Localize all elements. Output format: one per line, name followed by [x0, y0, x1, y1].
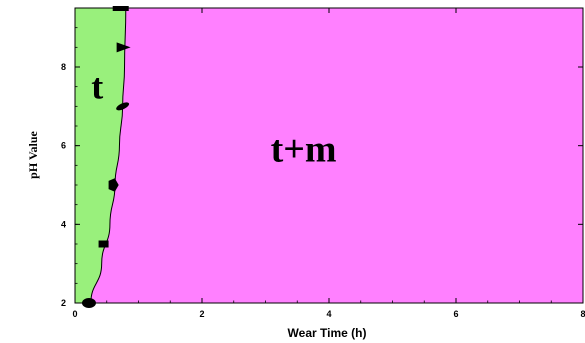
marker-ellipse-tilted	[116, 102, 130, 111]
y-tick-label: 2	[61, 298, 66, 308]
y-axis-title: pH Value	[26, 130, 40, 178]
marker-ellipse	[81, 298, 96, 308]
y-tick-label: 8	[61, 62, 66, 72]
y-tick-label: 4	[61, 219, 66, 229]
marker-bar	[112, 6, 129, 11]
marker-triangle-right	[116, 42, 131, 53]
x-tick-label: 6	[453, 309, 458, 319]
x-tick-label: 4	[326, 309, 331, 319]
region-tm-fill	[75, 8, 583, 303]
phase-boundary-line	[90, 7, 127, 304]
region-t-fill	[75, 8, 126, 303]
x-tick-label: 0	[72, 309, 77, 319]
x-tick-label: 2	[199, 309, 204, 319]
x-tick-label: 8	[580, 309, 585, 319]
marker-pentagon	[108, 178, 119, 192]
y-tick-label: 6	[61, 141, 66, 151]
region-label-tm: t+m	[271, 129, 337, 171]
x-axis-title: Wear Time (h)	[288, 326, 367, 340]
region-label-t: t	[91, 67, 103, 107]
marker-square	[98, 240, 109, 248]
